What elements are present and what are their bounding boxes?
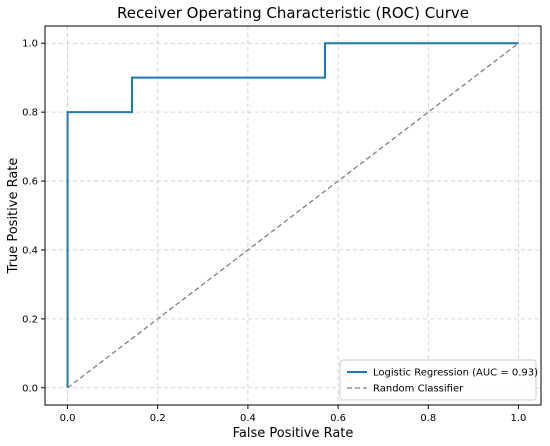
plot-frame — [44, 25, 542, 406]
x-tick-label: 0.0 — [60, 413, 76, 424]
series-line-logistic-regression — [66, 42, 519, 388]
x-axis-label: False Positive Rate — [233, 426, 354, 441]
x-tick-label: 1.0 — [511, 413, 527, 424]
axis-ticks: 0.0 0.2 0.4 0.6 0.8 1.0 0.0 0.2 0.4 0.6 0.8 1.0 — [22, 39, 526, 424]
series-line-random-classifier — [67, 42, 519, 389]
legend-label-random-classifier: Random Classifier — [373, 384, 464, 395]
y-tick-label: 0.0 — [22, 383, 38, 394]
legend-label-logistic-regression: Logistic Regression (AUC = 0.93) — [373, 368, 538, 379]
y-axis-label: True Positive Rate — [6, 158, 21, 275]
y-tick-label: 0.4 — [22, 245, 38, 256]
x-tick-label: 0.8 — [420, 413, 436, 424]
y-tick-label: 0.6 — [22, 177, 38, 188]
x-tick-label: 0.2 — [150, 413, 166, 424]
series-layer — [66, 42, 519, 389]
legend-box — [339, 359, 537, 401]
y-tick-label: 0.8 — [22, 108, 38, 119]
y-tick-label: 0.2 — [22, 314, 38, 325]
y-tick-label: 1.0 — [22, 39, 38, 50]
chart-title: Receiver Operating Characteristic (ROC) … — [117, 4, 469, 22]
legend: Logistic Regression (AUC = 0.93) Random … — [339, 359, 538, 401]
x-tick-label: 0.4 — [240, 413, 256, 424]
x-tick-label: 0.6 — [330, 413, 346, 424]
